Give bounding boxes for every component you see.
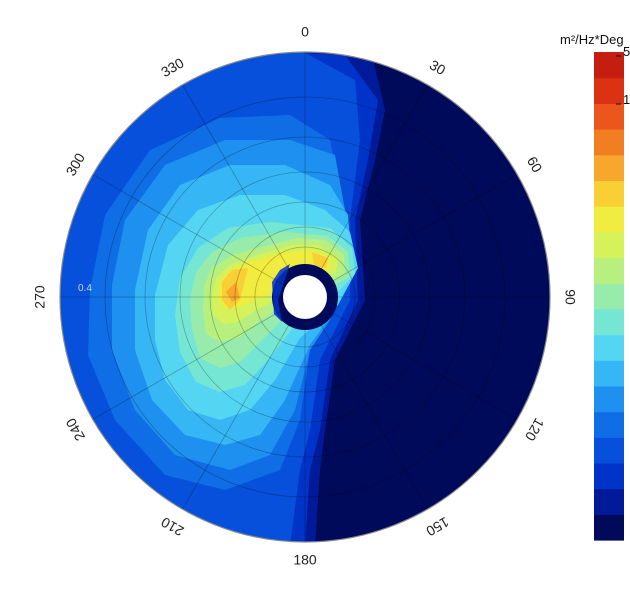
colorbar-swatch	[594, 180, 624, 207]
colorbar-swatch	[594, 437, 624, 464]
angle-tick-label-300: 300	[63, 150, 89, 178]
colorbar-swatch	[594, 103, 624, 130]
colorbar-swatch	[594, 206, 624, 233]
angle-tick-label-30: 30	[427, 56, 449, 78]
angle-tick-label-150: 150	[423, 514, 451, 540]
polar-grid	[60, 52, 550, 542]
colorbar-tick-label-top: 5	[623, 44, 630, 59]
angle-tick-label-0: 0	[301, 24, 309, 40]
colorbar-swatch	[594, 360, 624, 387]
angle-tick-label-270: 270	[32, 285, 48, 309]
angle-tick-label-60: 60	[524, 154, 546, 176]
polar-plot-area	[60, 52, 550, 542]
radial-tick-label: 0.4	[78, 283, 92, 294]
outer-rim	[59, 51, 551, 543]
colorbar-swatch	[594, 385, 624, 413]
colorbar-swatch	[594, 308, 624, 336]
colorbar-swatches	[594, 52, 624, 541]
colorbar-unit-label: m²/Hz*Deg	[560, 32, 624, 47]
colorbar-swatch	[594, 77, 624, 104]
colorbar-tick-label-second: 1	[623, 92, 630, 107]
angle-tick-label-120: 120	[522, 416, 548, 444]
colorbar-swatch	[594, 283, 624, 310]
colorbar-swatch	[594, 334, 624, 361]
colorbar-swatch	[594, 411, 624, 438]
inner-ring-edge	[272, 264, 290, 322]
colorbar-swatch	[594, 154, 624, 182]
angle-tick-label-240: 240	[62, 415, 88, 443]
center-hole	[283, 275, 327, 319]
colorbar-swatch	[594, 514, 624, 541]
colorbar-swatch	[594, 462, 624, 490]
angle-tick-label-180: 180	[293, 552, 317, 568]
colorbar-swatch	[594, 129, 624, 156]
angle-tick-label-330: 330	[158, 54, 186, 80]
angle-tick-label-210: 210	[158, 514, 186, 540]
colorbar: m²/Hz*Deg 5 1	[560, 32, 630, 541]
energy-level-14	[226, 282, 240, 302]
colorbar-swatch	[594, 231, 624, 259]
energy-level-13b	[312, 252, 328, 268]
colorbar-swatch	[594, 257, 624, 284]
colorbar-swatch	[594, 488, 624, 515]
angle-tick-label-90: 90	[562, 289, 578, 305]
